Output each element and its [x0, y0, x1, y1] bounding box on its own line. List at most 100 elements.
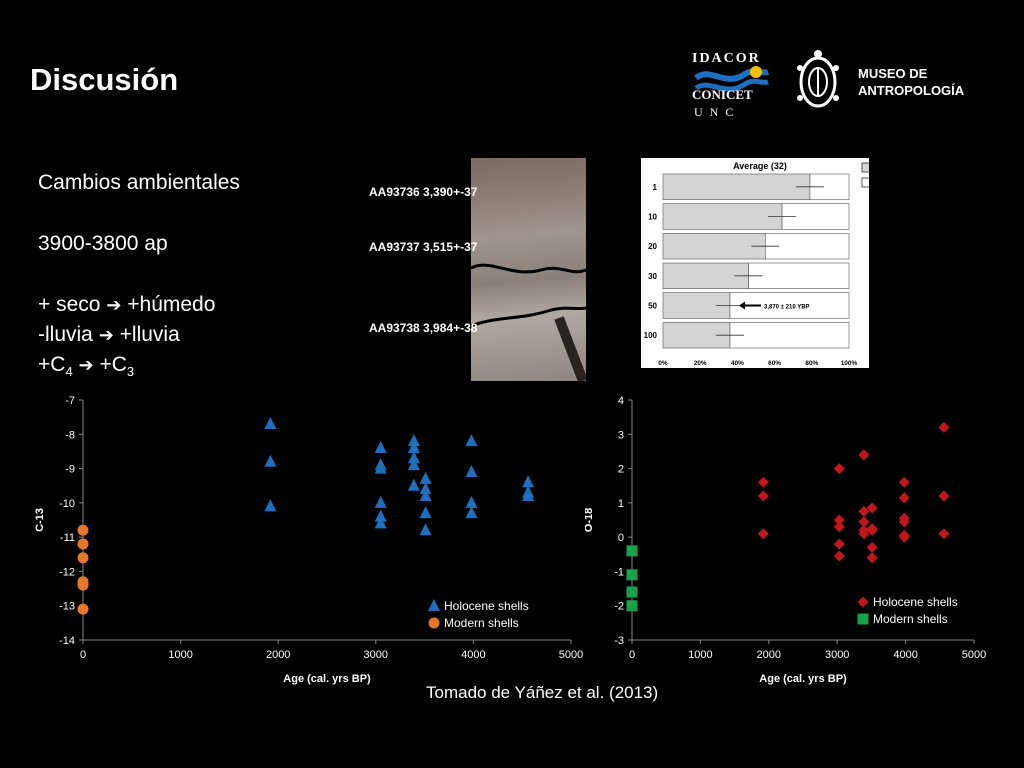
data-point [626, 586, 638, 598]
x-tick-label: 2000 [757, 649, 781, 661]
svg-text:U N C: U N C [694, 105, 735, 119]
bar-category-label: 1 [653, 183, 658, 192]
data-point [757, 490, 769, 502]
logos: IDACOR CONICET U N C MUSEO DE ANTROPOLOG… [692, 50, 965, 119]
data-point [77, 538, 89, 550]
data-point [419, 471, 432, 484]
y-tick-label: 0 [618, 532, 624, 544]
c4-c3-line: +C4 ➔ +C3 [38, 350, 134, 387]
bar-annotation: 3,870 ± 210 YBP [764, 305, 810, 311]
more-rain-text: +lluvia [119, 323, 180, 346]
data-point [407, 451, 420, 464]
data-point [264, 417, 277, 429]
bar-c3 [662, 233, 766, 260]
x-axis-label: Age (cal. yrs BP) [759, 673, 847, 685]
bar-category-label: 20 [648, 242, 657, 251]
museo-turtle-icon [797, 50, 839, 108]
x-tick-label: 0 [80, 649, 86, 661]
data-point [866, 552, 878, 564]
y-tick-label: -7 [65, 395, 75, 407]
y-tick-label: 4 [618, 395, 624, 407]
arrow-right-icon: ➔ [106, 295, 122, 315]
data-point [898, 516, 910, 528]
data-point [407, 458, 420, 471]
data-point [374, 509, 387, 522]
y-tick-label: -8 [65, 429, 75, 441]
y-tick-label: -1 [614, 566, 624, 578]
data-point [833, 463, 845, 475]
legend-marker [428, 617, 440, 629]
c13-scatter-chart: -7 -8 -9 -10 -11 -12 -13 -14 0 1000 2000 3000 4000 50… [34, 395, 583, 685]
data-point [77, 603, 89, 615]
legend-swatch [861, 177, 869, 188]
bar-c4 [748, 262, 850, 289]
data-point [858, 449, 870, 461]
y-tick-label: -13 [59, 601, 75, 613]
c4-text: +C4 [38, 353, 73, 380]
data-point [374, 441, 387, 453]
dry-humid-line: + seco ➔ +húmedo [38, 290, 215, 320]
museo-line2: ANTROPOLOGÍA [858, 83, 965, 98]
data-point [898, 531, 910, 543]
data-point [419, 482, 432, 495]
bar-x-tick: 0% [658, 360, 668, 367]
x-tick-label: 5000 [962, 649, 986, 661]
bar-c4 [729, 322, 850, 349]
bar-x-tick: 20% [694, 360, 707, 367]
o18-scatter-chart: 4 3 2 1 0 -1 -2 -3 0 1000 2000 3000 4000 5000 Age (cal… [585, 395, 986, 685]
stratigraphy-photo [470, 158, 588, 383]
data-point [522, 489, 535, 501]
c3-text: +C3 [99, 353, 135, 380]
data-point [374, 461, 387, 474]
x-tick-label: 4000 [461, 649, 485, 661]
data-point [465, 506, 478, 519]
data-point [264, 454, 277, 467]
y-tick-label: 1 [618, 498, 624, 510]
bar-c3 [662, 173, 811, 200]
x-tick-label: 2000 [266, 649, 290, 661]
legend-label: Holocene shells [873, 595, 958, 609]
bar-c3 [662, 203, 783, 230]
x-tick-label: 1000 [168, 649, 192, 661]
data-point [866, 541, 878, 553]
less-rain-text: -lluvia [38, 323, 93, 346]
humid-text: +húmedo [127, 293, 216, 316]
legend-marker [428, 599, 440, 611]
data-point [833, 521, 845, 533]
data-point [898, 476, 910, 488]
idacor-logo: IDACOR CONICET U N C [692, 51, 769, 119]
y-tick-label: 2 [618, 464, 624, 476]
data-point [374, 495, 387, 508]
data-point [833, 538, 845, 550]
data-point [757, 476, 769, 488]
y-tick-label: -3 [614, 635, 624, 647]
legend-marker [857, 596, 869, 608]
data-point [407, 478, 420, 491]
legend-marker [857, 613, 869, 625]
bar-x-tick: 80% [805, 360, 818, 367]
bar-x-tick: 100% [841, 360, 858, 367]
x-tick-label: 5000 [559, 649, 583, 661]
bar-x-tick: 60% [768, 360, 781, 367]
bar-x-tick: 40% [731, 360, 744, 367]
arrow-right-icon: ➔ [78, 355, 94, 375]
bar-category-label: 10 [648, 213, 657, 222]
x-tick-label: 3000 [364, 649, 388, 661]
data-point [77, 579, 89, 591]
rain-line: -lluvia ➔ +lluvia [38, 320, 180, 350]
data-point [866, 502, 878, 514]
arrow-head-icon [739, 301, 745, 310]
c3-c4-bar-chart: Average (32) 1 10 20 30 50 100 0% 20% 40% 60% 80% 1… [641, 158, 869, 368]
data-point [858, 528, 870, 540]
data-point [858, 505, 870, 517]
data-point [626, 600, 638, 612]
x-tick-label: 3000 [825, 649, 849, 661]
strat-label-1: AA93736 3,390+-37 [369, 185, 478, 199]
heading-cambios: Cambios ambientales [38, 171, 240, 194]
data-point [419, 523, 432, 536]
y-tick-label: 3 [618, 429, 624, 441]
x-tick-label: 0 [629, 649, 635, 661]
data-point [866, 524, 878, 536]
data-point [77, 552, 89, 564]
museo-line1: MUSEO DE [858, 66, 928, 81]
